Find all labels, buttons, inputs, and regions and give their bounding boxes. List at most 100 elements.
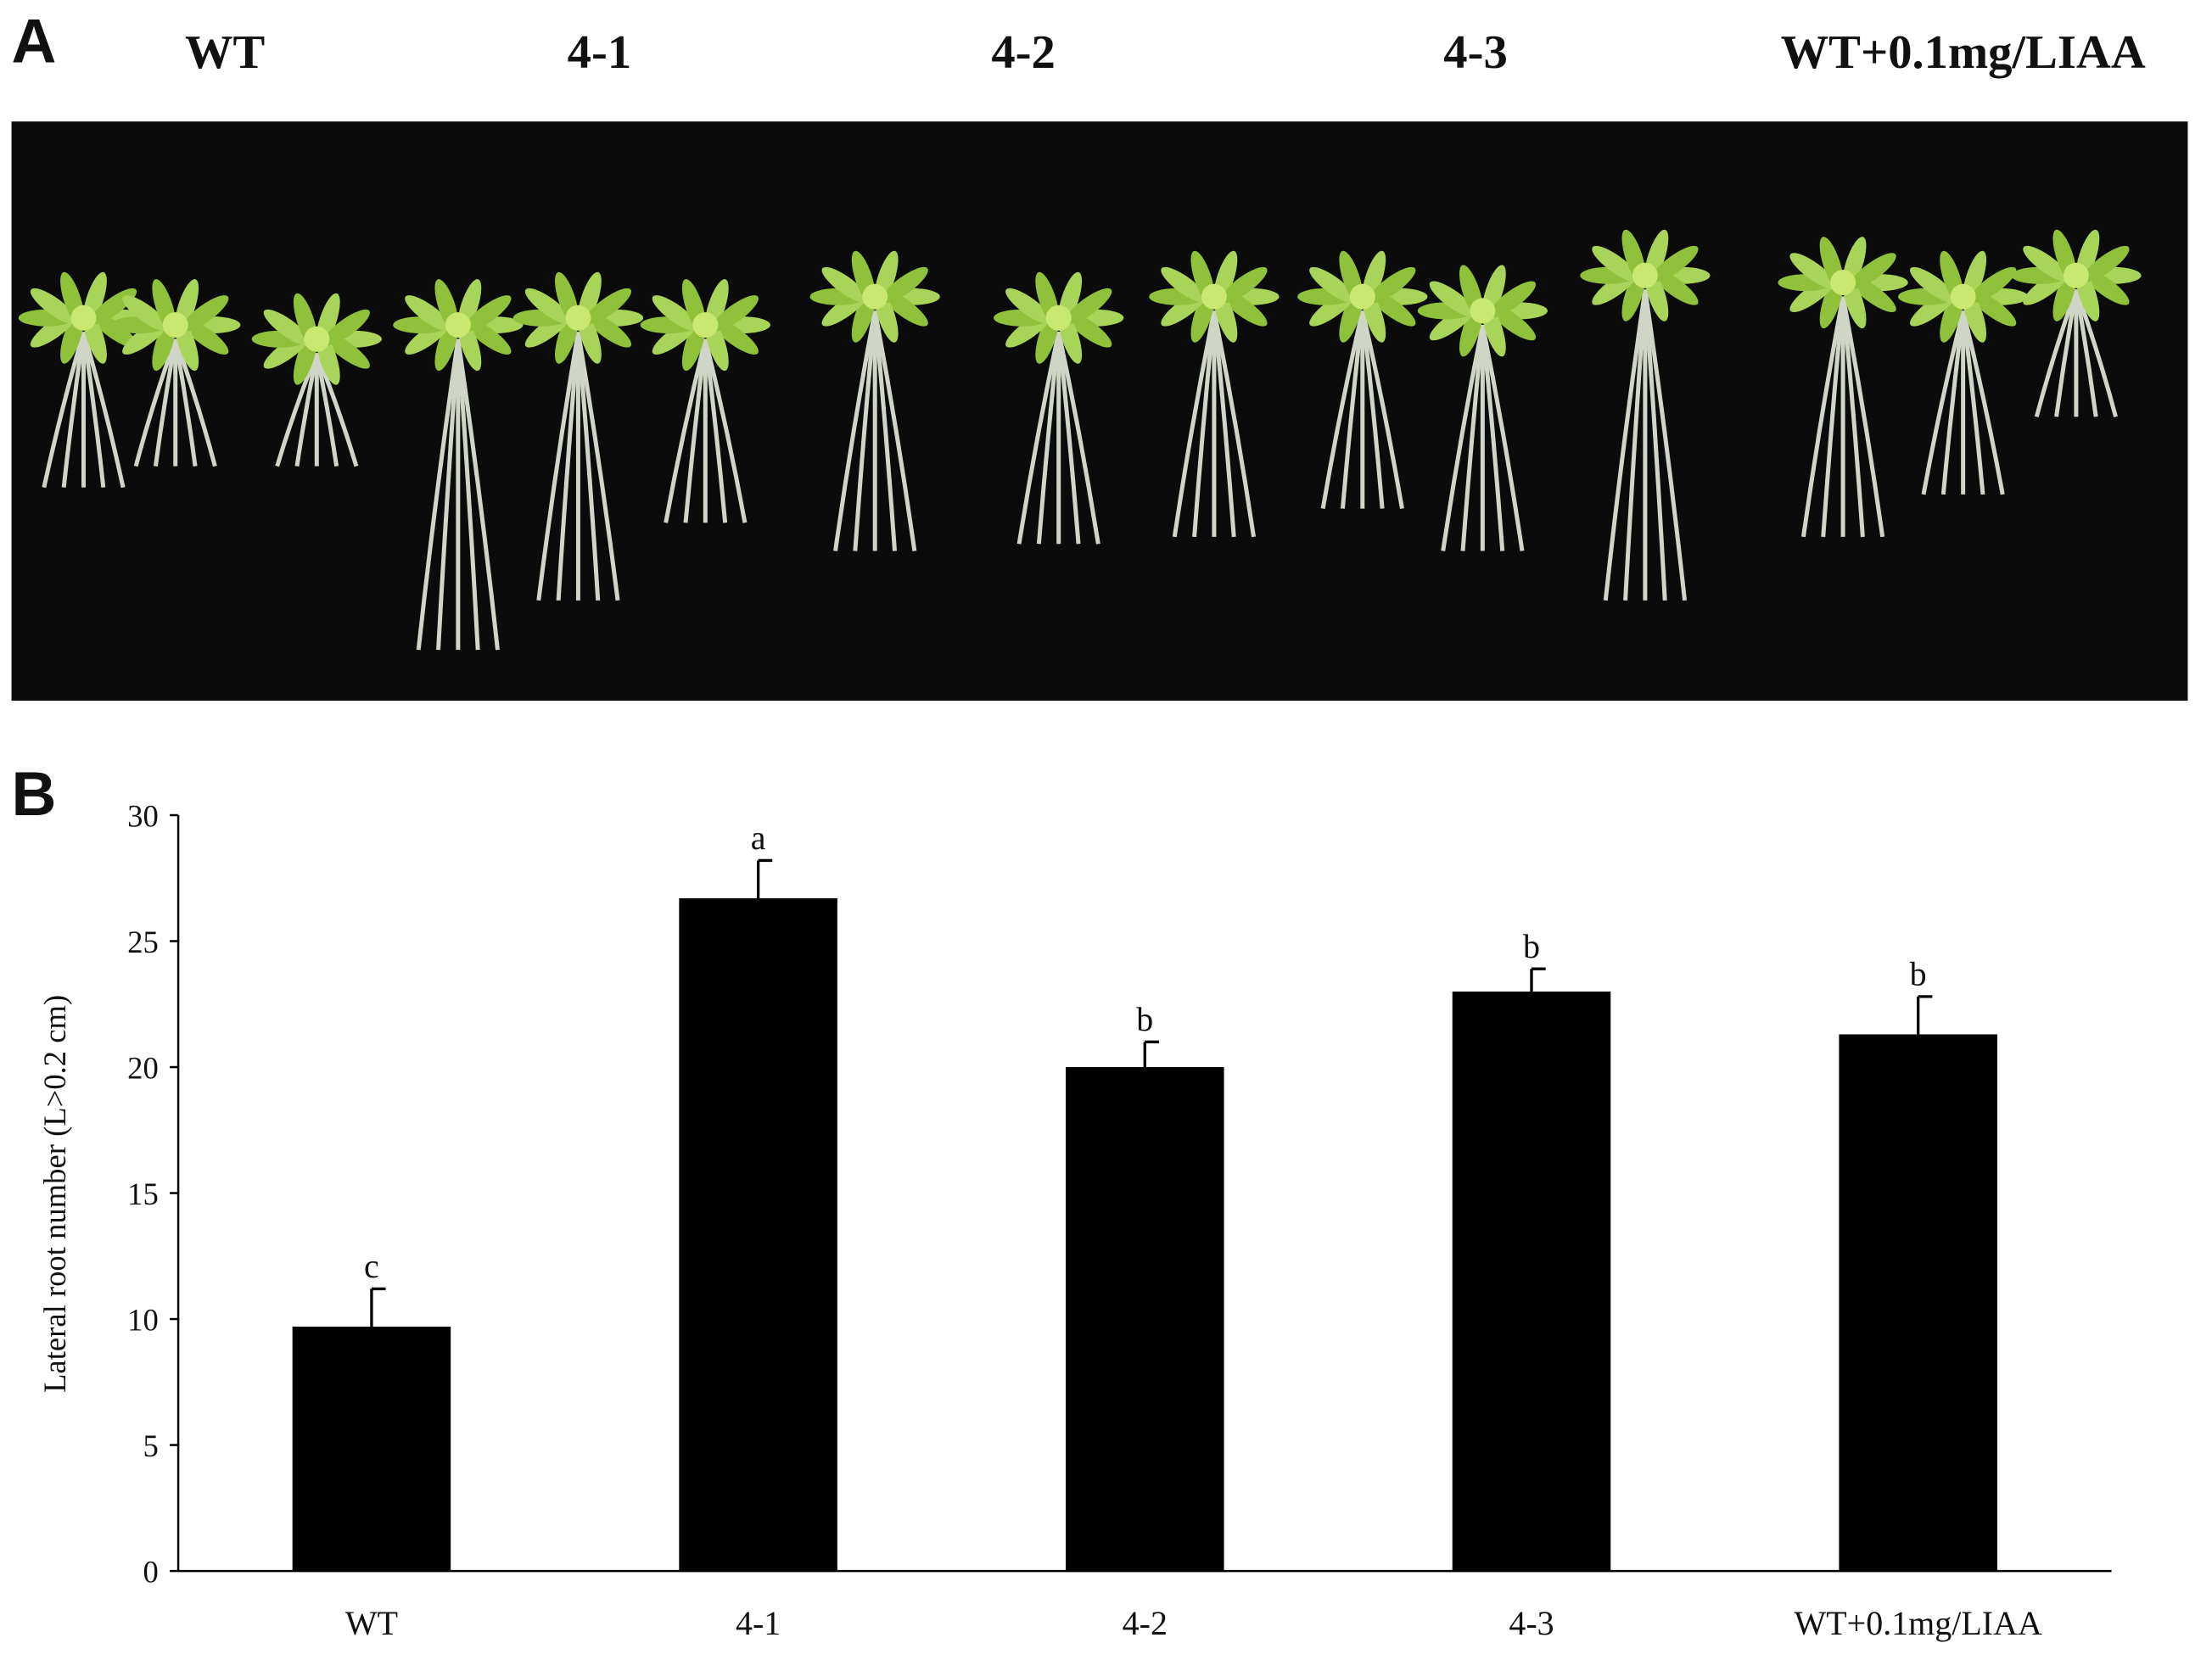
leaf [2082,245,2130,282]
root [81,332,106,488]
panel-label: B [12,759,57,829]
leaf-center [1045,305,1072,331]
root [436,338,461,651]
y-tick-label: 0 [143,1554,158,1589]
root [456,338,500,651]
leaf [1592,245,1639,282]
root [1056,332,1081,545]
photo-label: WT [185,26,265,79]
leaf-center [692,312,719,338]
leaf-center [565,305,591,331]
root [1623,289,1648,601]
leaf [263,309,311,346]
root [294,352,319,467]
root [314,352,359,467]
significance-letter: c [364,1247,379,1285]
photo-label: 4-1 [568,26,631,79]
leaf [1369,266,1416,304]
y-tick-label: 30 [127,798,159,833]
root [133,338,178,467]
leaf [652,295,699,332]
leaf [1429,281,1476,317]
root [2074,288,2118,417]
root [1036,332,1061,545]
leaf [584,288,632,325]
leaf [322,309,370,346]
root [556,332,580,601]
root [1340,310,1365,509]
leaf [1651,245,1699,282]
plants [18,229,2142,651]
root [1961,310,2005,495]
leaf-center [862,283,888,310]
leaf-center [1632,262,1658,288]
root [2074,288,2098,417]
x-tick-label: 4-3 [1509,1604,1554,1642]
root [853,310,877,551]
y-tick-label: 25 [127,925,159,959]
root [1212,310,1236,538]
root [1961,310,1985,495]
leaf [122,295,170,332]
root [664,338,708,523]
root [173,338,198,467]
leaf-center [162,312,188,338]
root [1192,310,1217,538]
root [703,338,728,523]
root [833,310,877,551]
leaf-center [1349,283,1375,310]
leaf [524,288,572,325]
leaf [1789,253,1837,289]
leaf [2023,245,2070,282]
root [1840,296,1865,538]
root [1460,324,1485,551]
leaf [881,266,928,304]
root [1821,296,1845,538]
leaf-center [1830,270,1856,296]
root [1940,310,1966,495]
root [1212,310,1257,538]
root [81,331,126,489]
root [42,331,86,489]
leaf [405,295,452,332]
leaf [1161,266,1208,304]
root [1840,296,1885,538]
root [1360,310,1404,510]
root [153,338,178,467]
leaf-center [2063,262,2089,288]
photo-label: 4-3 [1443,26,1507,79]
root [872,310,897,551]
root [416,338,461,651]
bar [292,1326,451,1572]
root [1921,310,1966,495]
leaf [1005,288,1053,325]
leaf-center [70,305,97,331]
root [575,332,601,601]
root [1056,331,1100,545]
root [1320,310,1365,510]
leaf [1910,266,1957,304]
leaf [711,295,759,332]
bar [1839,1034,1997,1572]
root [2054,288,2079,417]
significance-letter: b [1910,955,1927,993]
leaf [30,288,78,325]
bar [1066,1067,1224,1572]
root [456,338,480,651]
leaf-center [304,326,330,352]
root [1016,331,1061,545]
root [1480,324,1525,551]
y-axis-label: Lateral root number (L>0.2 cm) [37,995,72,1393]
significance-letter: a [751,819,766,857]
root [173,338,217,467]
root [1480,324,1505,551]
leaf [464,295,512,332]
root [1800,296,1845,538]
leaf-center [1470,298,1496,324]
leaf [1488,281,1536,317]
x-tick-label: 4-1 [736,1604,781,1642]
y-tick-label: 15 [127,1177,159,1211]
y-tick-label: 10 [127,1302,159,1337]
root [536,331,580,601]
